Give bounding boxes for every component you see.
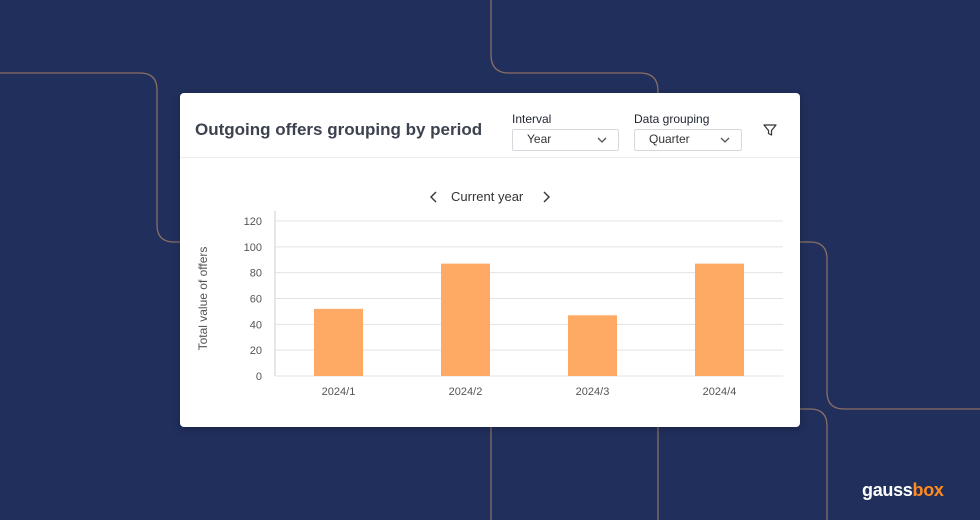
bar bbox=[314, 308, 363, 376]
y-tick-label: 120 bbox=[244, 216, 262, 228]
y-tick-label: 0 bbox=[256, 371, 262, 383]
data-grouping-select[interactable]: Quarter bbox=[634, 129, 742, 151]
chevron-down-icon bbox=[597, 137, 607, 143]
gaussbox-logo: gaussbox bbox=[862, 480, 944, 501]
y-tick-label: 100 bbox=[244, 242, 262, 254]
filter-icon[interactable] bbox=[762, 122, 778, 138]
y-tick-label: 20 bbox=[250, 345, 262, 357]
x-tick-label: 2024/3 bbox=[576, 386, 610, 398]
y-tick-label: 60 bbox=[250, 294, 262, 306]
x-tick-label: 2024/2 bbox=[449, 386, 483, 398]
x-tick-label: 2024/4 bbox=[703, 386, 737, 398]
chevron-left-icon[interactable] bbox=[427, 189, 441, 205]
interval-select[interactable]: Year bbox=[512, 129, 619, 151]
x-tick-label: 2024/1 bbox=[322, 386, 356, 398]
logo-text-box: box bbox=[912, 480, 944, 500]
y-axis-label: Total value of offers bbox=[196, 247, 210, 351]
card-header: Outgoing offers grouping by period Inter… bbox=[180, 93, 800, 158]
bar bbox=[695, 263, 744, 376]
logo-text-gauss: gauss bbox=[862, 480, 913, 500]
data-grouping-value: Quarter bbox=[649, 132, 690, 146]
y-tick-label: 80 bbox=[250, 268, 262, 280]
data-grouping-label: Data grouping bbox=[634, 112, 710, 126]
y-tick-label: 40 bbox=[250, 319, 262, 331]
chart-card: Outgoing offers grouping by period Inter… bbox=[180, 93, 800, 427]
period-label: Current year bbox=[451, 189, 524, 204]
card-title: Outgoing offers grouping by period bbox=[195, 120, 483, 139]
bar-chart: 0 20 40 60 80 100 120 2024/1 2024/2 2024/3 2024/4 T… bbox=[196, 211, 783, 398]
interval-value: Year bbox=[527, 132, 552, 146]
period-navigator: Current year bbox=[427, 187, 553, 207]
bar bbox=[568, 315, 617, 376]
chevron-down-icon bbox=[720, 137, 730, 143]
interval-label: Interval bbox=[512, 112, 552, 126]
bar bbox=[441, 263, 490, 376]
chevron-right-icon[interactable] bbox=[539, 189, 553, 205]
